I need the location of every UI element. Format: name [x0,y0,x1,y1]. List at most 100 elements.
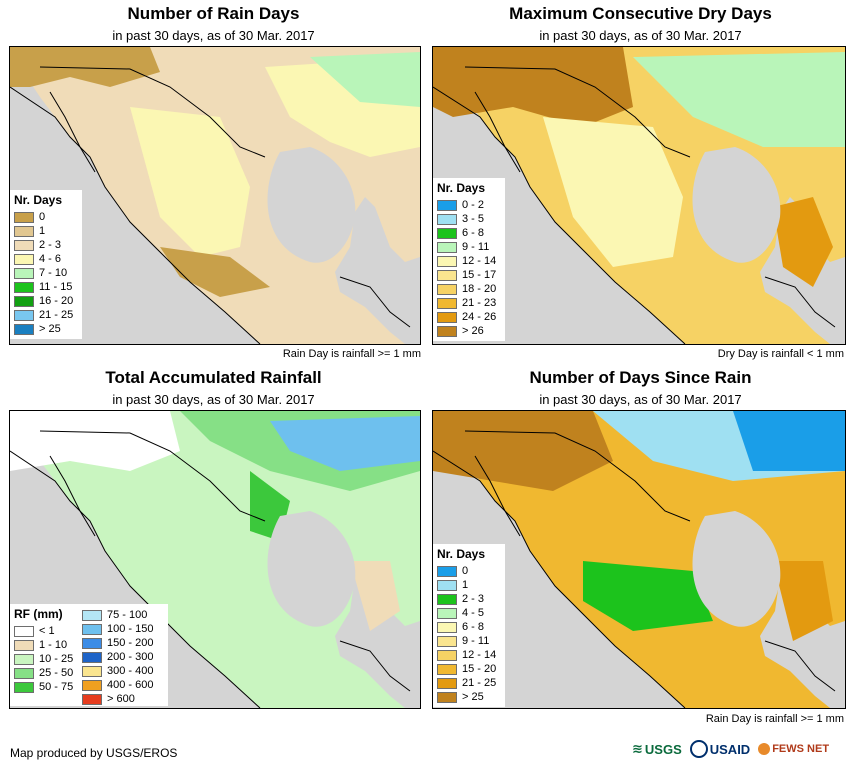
legend-label: 300 - 400 [107,665,154,677]
legend-rows: < 1 1 - 10 10 - 25 25 - 50 50 - 75 [14,624,82,706]
panel-title: Number of Days Since Rain [529,368,752,387]
legend-swatch [437,311,457,323]
legend-item: 0 [437,564,501,578]
legend-item: 1 [437,578,501,592]
legend-label: 6 - 8 [462,621,485,633]
legend-item: 10 - 25 [14,652,82,666]
legend-swatch [14,225,34,237]
legend-item: 300 - 400 [82,664,153,678]
panel-total-rainfall: Total Accumulated Rainfall in past 30 da… [0,364,427,734]
footnote: Dry Day is rainfall < 1 mm [717,348,844,360]
legend-label: 21 - 23 [462,297,497,309]
legend-item: < 1 [14,624,82,638]
legend-label: 7 - 10 [39,267,68,279]
legend-label: 150 - 200 [107,637,154,649]
legend-label: 24 - 26 [462,311,497,323]
legend-item: 7 - 10 [14,266,78,280]
legend-item: 16 - 20 [14,294,78,308]
legend-item: 21 - 25 [14,308,78,322]
legend-label: 0 - 2 [462,199,485,211]
fewsnet-logo: FEWS NET [758,743,829,755]
legend-swatch [82,609,102,621]
legend-label: 25 - 50 [39,667,74,679]
legend-swatch [14,309,34,321]
legend-swatch [437,621,457,633]
legend-item: 1 - 10 [14,638,82,652]
legend-label: 3 - 5 [462,213,485,225]
legend-item: 0 - 2 [437,198,501,212]
legend-label: > 25 [462,691,484,703]
legend-item: 11 - 15 [14,280,78,294]
legend-swatch [437,283,457,295]
legend-label: 2 - 3 [39,239,62,251]
legend-item: 24 - 26 [437,310,501,324]
legend-label: > 600 [107,693,135,705]
panel-title: Maximum Consecutive Dry Days [509,4,772,23]
logo-bar: ≋ USGS USAID FEWS NET [632,736,846,762]
legend-label: 18 - 20 [462,283,497,295]
legend-swatch [437,269,457,281]
legend-label: 4 - 5 [462,607,485,619]
legend-item: 0 [14,210,78,224]
legend-swatch [82,665,102,677]
legend-label: 0 [39,211,46,223]
usaid-seal-icon [689,740,708,758]
legend-swatch [437,593,457,605]
legend-label: > 26 [462,325,484,337]
legend-rows: 0 - 2 3 - 5 6 - 8 9 - 11 12 - 14 15 - 17 18 - … [437,198,501,338]
legend-item: 21 - 23 [437,296,501,310]
legend-title: Nr. Days [437,181,486,195]
legend-swatch [82,637,102,649]
legend-title: RF (mm) [14,607,63,621]
legend-swatch [437,199,457,211]
legend-rows: 0 1 2 - 3 4 - 5 6 - 8 9 - 11 12 - 14 15 - 20 21 … [437,564,501,704]
legend-swatch [14,281,34,293]
legend-label: 9 - 11 [462,241,490,253]
legend-item: 400 - 600 [82,678,153,692]
footnote: Rain Day is rainfall >= 1 mm [705,713,844,725]
legend-swatch [14,625,34,637]
legend-label: 6 - 8 [462,227,485,239]
legend-item: 15 - 20 [437,662,501,676]
usgs-logo-text: USGS [644,741,682,757]
legend-item: 12 - 14 [437,254,501,268]
legend-swatch [437,663,457,675]
fewsnet-logo-text: FEWS NET [772,743,830,755]
legend-swatch [437,677,457,689]
legend-item: 6 - 8 [437,226,501,240]
legend-swatch [14,639,34,651]
legend-label: < 1 [39,625,55,637]
legend-label: 2 - 3 [462,593,485,605]
legend-swatch [82,651,102,663]
panel-subtitle: in past 30 days, as of 30 Mar. 2017 [539,28,742,43]
legend-item: 50 - 75 [14,680,82,694]
legend-item: 150 - 200 [82,636,153,650]
legend-label: 1 [462,579,469,591]
legend-swatch [437,297,457,309]
legend-item: 21 - 25 [437,676,501,690]
legend-item: 9 - 11 [437,240,501,254]
legend-item: > 25 [437,690,501,704]
legend-swatch [437,635,457,647]
legend-item: 2 - 3 [437,592,501,606]
legend-item: > 26 [437,324,501,338]
legend-swatch [14,323,34,335]
panel-subtitle: in past 30 days, as of 30 Mar. 2017 [539,392,742,407]
legend-item: 2 - 3 [14,238,78,252]
legend-swatch [82,693,102,705]
panel-days-since-rain: Number of Days Since Rain in past 30 day… [427,364,854,734]
legend-label: 0 [462,565,469,577]
legend-label: 4 - 6 [39,253,62,265]
legend: RF (mm) < 1 1 - 10 10 - 25 25 - 50 50 - 75 7… [10,604,168,706]
legend-item: 75 - 100 [82,608,153,622]
legend-label: 1 - 10 [39,639,68,651]
legend-label: 75 - 100 [107,609,148,621]
panel-dry-days: Maximum Consecutive Dry Days in past 30 … [427,0,854,366]
legend-swatch [14,253,34,265]
legend-label: 21 - 25 [39,309,74,321]
fewsnet-globe-icon [758,743,771,755]
legend-item: 4 - 6 [14,252,78,266]
legend-label: > 25 [39,323,61,335]
usaid-logo-text: USAID [709,741,751,757]
legend-item: 4 - 5 [437,606,501,620]
